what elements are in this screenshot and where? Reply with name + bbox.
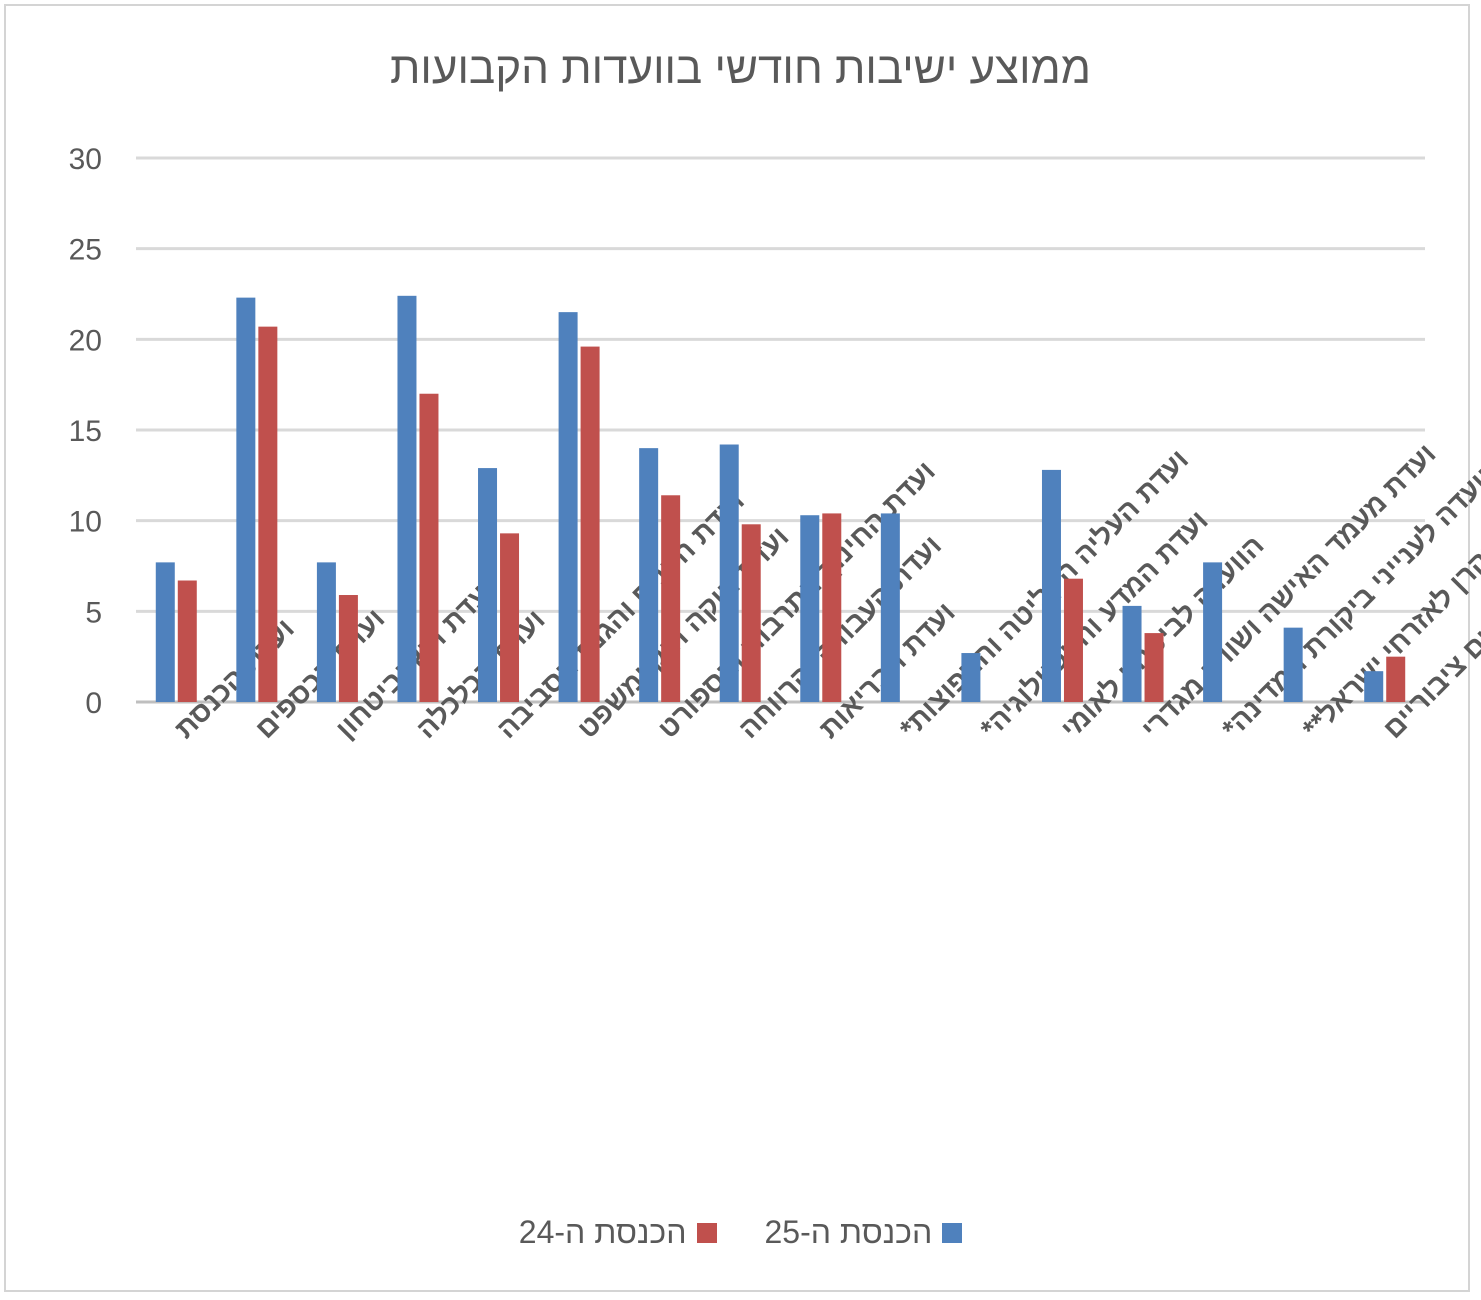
bar-series-1: [1203, 562, 1223, 702]
chart-legend: הכנסת ה-25 הכנסת ה-24: [0, 1214, 1481, 1251]
chart-title: ממוצע ישיבות חודשי בוועדות הקבועות: [390, 44, 1091, 93]
bar-series-2: [661, 495, 681, 702]
y-tick-label: 10: [69, 506, 102, 539]
bar-series-2: [177, 580, 197, 702]
bar-series-1: [880, 513, 900, 702]
y-tick-label: 5: [85, 596, 102, 629]
bar-series-1: [316, 562, 336, 702]
bar-series-1: [719, 444, 739, 702]
bar-series-1: [236, 297, 256, 702]
legend-item-series-2: הכנסת ה-24: [519, 1214, 717, 1251]
bar-series-2: [1386, 656, 1406, 702]
bar-series-1: [1364, 671, 1384, 702]
bar-series-2: [338, 595, 358, 702]
y-tick-label: 15: [69, 415, 102, 448]
bar-series-2: [1063, 578, 1083, 702]
bar-series-1: [1283, 627, 1303, 702]
y-tick-label: 25: [69, 234, 102, 267]
bar-series-1: [639, 448, 659, 702]
legend-swatch-series-2: [696, 1222, 717, 1243]
legend-item-series-1: הכנסת ה-25: [765, 1214, 963, 1251]
bar-series-1: [558, 312, 578, 702]
y-tick-label: 0: [85, 687, 102, 720]
bar-series-2: [822, 513, 842, 702]
bar-series-1: [800, 515, 820, 702]
bar-series-2: [1144, 633, 1164, 702]
bar-series-2: [500, 533, 520, 702]
legend-swatch-series-1: [942, 1222, 963, 1243]
bar-series-1: [155, 562, 175, 702]
legend-label-series-1: הכנסת ה-25: [764, 1214, 933, 1250]
bar-series-2: [741, 524, 761, 702]
legend-label-series-2: הכנסת ה-24: [518, 1214, 687, 1250]
bar-series-1: [1041, 469, 1061, 702]
bar-series-1: [1122, 605, 1142, 702]
bar-series-2: [580, 346, 600, 702]
y-tick-label: 30: [69, 143, 102, 176]
bar-series-1: [961, 653, 981, 702]
bar-series-2: [419, 393, 439, 702]
bar-series-1: [397, 295, 417, 702]
y-tick-label: 20: [69, 324, 102, 357]
bar-series-2: [258, 326, 278, 702]
bar-series-1: [478, 468, 498, 702]
